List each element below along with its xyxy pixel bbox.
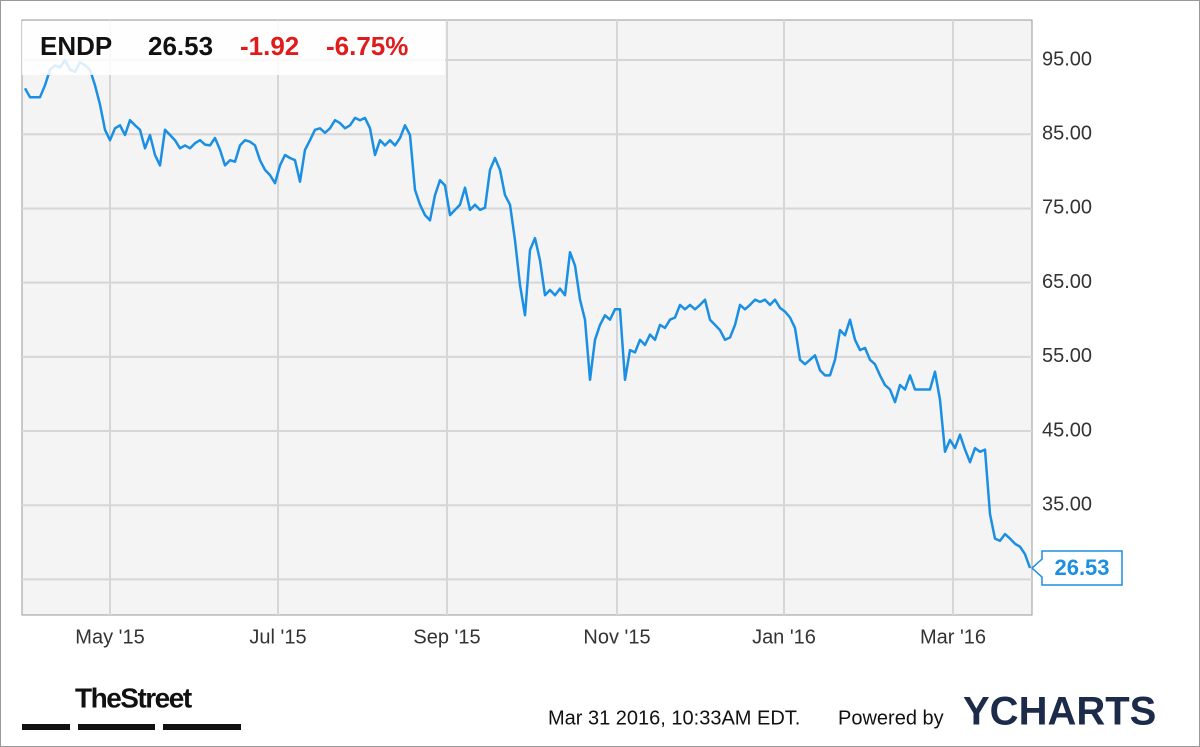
y-tick-label: 65.00 bbox=[1042, 271, 1092, 293]
brand-logo: YCHARTS bbox=[963, 690, 1156, 734]
y-tick-label: 75.00 bbox=[1042, 197, 1092, 219]
last-value-label: 26.53 bbox=[1054, 555, 1109, 580]
x-tick-label: May '15 bbox=[75, 626, 144, 648]
series-layer bbox=[23, 58, 1032, 569]
logo-bar bbox=[163, 724, 241, 730]
logo-bar bbox=[22, 724, 70, 730]
timestamp: Mar 31 2016, 10:33AM EDT. bbox=[548, 707, 800, 729]
change-pct: -6.75% bbox=[326, 31, 408, 61]
x-tick-label: Mar '16 bbox=[920, 626, 986, 648]
x-tick-label: Jan '16 bbox=[752, 626, 816, 648]
y-tick-label: 95.00 bbox=[1042, 48, 1092, 70]
x-tick-label: Jul '15 bbox=[249, 626, 306, 648]
plot-area bbox=[21, 19, 1033, 616]
powered-by: Powered by bbox=[838, 707, 944, 729]
header-box bbox=[22, 21, 445, 75]
y-tick-label: 45.00 bbox=[1042, 419, 1092, 441]
logo-bar bbox=[78, 724, 155, 730]
y-tick-label: 55.00 bbox=[1042, 345, 1092, 367]
price-line bbox=[23, 58, 1032, 569]
price: 26.53 bbox=[148, 31, 213, 61]
last-value-flag bbox=[1030, 550, 1123, 586]
change: -1.92 bbox=[240, 31, 299, 61]
y-tick-label: 85.00 bbox=[1042, 123, 1092, 145]
publisher-logo: TheStreet bbox=[75, 682, 192, 713]
x-tick-label: Sep '15 bbox=[413, 626, 480, 648]
y-tick-label: 35.00 bbox=[1042, 493, 1092, 515]
symbol: ENDP bbox=[40, 31, 112, 61]
x-tick-label: Nov '15 bbox=[583, 626, 650, 648]
